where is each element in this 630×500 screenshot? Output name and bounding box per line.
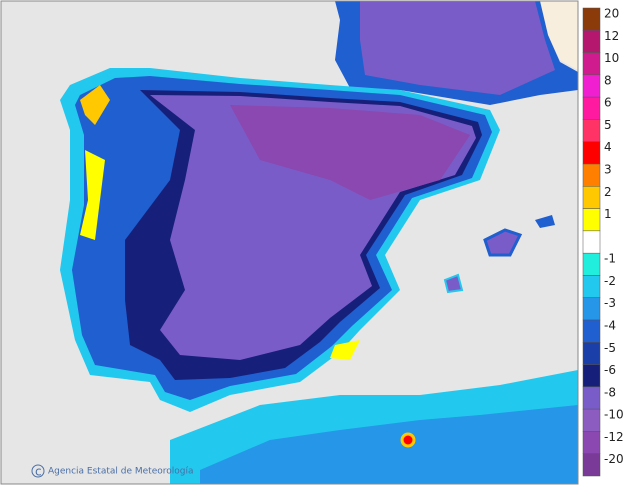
africa-band (200, 405, 578, 484)
hot-spot (400, 432, 416, 448)
coast-warm (330, 340, 360, 360)
legend-swatch (582, 186, 601, 209)
legend-label: 12 (604, 29, 619, 43)
island (443, 273, 464, 294)
copyright-icon (31, 464, 45, 478)
legend-label: 5 (604, 118, 612, 132)
legend-swatch (582, 74, 601, 98)
legend-label: 2 (604, 185, 612, 199)
legend-label: 4 (604, 140, 612, 154)
legend-label: -4 (604, 319, 616, 333)
legend-gap (582, 230, 601, 254)
island (535, 215, 555, 228)
island (483, 228, 523, 257)
legend-swatch (582, 453, 601, 477)
legend-swatch (582, 342, 601, 365)
legend-label: 1 (604, 207, 612, 221)
coast-warm (80, 85, 110, 125)
legend-label: -20 (604, 452, 624, 466)
legend-swatch (582, 119, 601, 142)
legend-label: -5 (604, 341, 616, 355)
legend-swatch (582, 141, 601, 165)
legend-swatch (582, 319, 601, 343)
legend: 20 12 10 8 6 5 4 3 2 1 -1 -2 -3 -4 -5 -6 -8 -10 -12 -20 (582, 7, 624, 477)
legend-swatch (582, 297, 601, 321)
legend-swatch (582, 7, 601, 31)
legend-swatch (582, 96, 601, 120)
legend-label: -12 (604, 430, 624, 444)
legend-swatch (582, 275, 601, 298)
legend-label: 20 (604, 7, 619, 21)
credit: Agencia Estatal de Meteorología (48, 467, 194, 477)
legend-swatch (582, 208, 601, 232)
legend-label: -10 (604, 408, 624, 422)
copyright-c: c (35, 465, 42, 479)
iberia-core (230, 105, 470, 200)
legend-label: 10 (604, 51, 619, 65)
france-inland (360, 1, 555, 95)
legend-label: -2 (604, 274, 616, 288)
legend-label: 8 (604, 73, 612, 87)
legend-label: -6 (604, 363, 616, 377)
legend-swatch (582, 30, 601, 53)
legend-label: -1 (604, 252, 616, 266)
legend-swatch (582, 252, 601, 276)
map-frame (0, 0, 579, 485)
legend-label: 3 (604, 163, 612, 177)
coast-warm (80, 150, 105, 240)
legend-label: -8 (604, 385, 616, 399)
legend-swatch (582, 408, 601, 432)
legend-label: -3 (604, 296, 616, 310)
legend-swatch (582, 52, 601, 76)
legend-label: 6 (604, 96, 612, 110)
legend-swatch (582, 163, 601, 187)
map: c Agencia Estatal de Meteorología (0, 0, 579, 485)
legend-swatch (582, 364, 601, 388)
france-land (540, 1, 578, 70)
legend-swatch (582, 431, 601, 454)
legend-swatch (582, 386, 601, 410)
